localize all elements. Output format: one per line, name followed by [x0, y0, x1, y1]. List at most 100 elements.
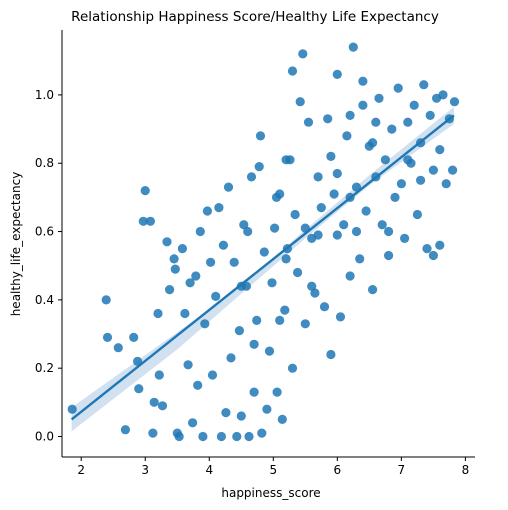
x-axis-label: happiness_score — [221, 486, 320, 500]
data-point — [165, 285, 175, 295]
data-point — [345, 271, 355, 281]
data-point — [422, 244, 432, 254]
data-point — [170, 264, 180, 274]
data-point — [293, 267, 303, 278]
data-point — [280, 305, 290, 315]
data-point — [313, 172, 323, 182]
y-tick-label: 0.0 — [35, 430, 54, 444]
y-tick-label: 0.2 — [35, 361, 54, 375]
data-point — [403, 155, 413, 165]
data-point — [441, 179, 451, 189]
data-point — [358, 100, 368, 110]
data-point — [387, 124, 397, 134]
data-point — [177, 244, 187, 254]
data-point — [188, 418, 198, 428]
x-tick-label: 5 — [269, 463, 277, 477]
data-point — [351, 226, 362, 237]
data-point — [438, 90, 448, 100]
regression-line — [70, 114, 455, 421]
data-point — [339, 220, 349, 230]
y-axis-label: healthy_life_expectancy — [9, 172, 23, 317]
data-point — [361, 206, 371, 216]
data-point — [246, 172, 257, 182]
data-point — [239, 220, 249, 230]
ci-band — [71, 106, 454, 432]
x-tick-label: 2 — [77, 463, 85, 477]
data-point — [216, 431, 226, 442]
data-point — [380, 155, 390, 165]
data-point — [272, 387, 282, 397]
data-point — [138, 216, 148, 226]
data-point — [390, 192, 400, 202]
data-point — [236, 411, 246, 421]
data-point — [129, 332, 139, 342]
data-point — [371, 117, 381, 127]
data-point — [180, 308, 190, 319]
data-point — [435, 145, 445, 155]
data-point — [232, 431, 242, 442]
data-point — [254, 162, 264, 172]
data-point — [183, 360, 193, 370]
data-point — [351, 182, 362, 192]
data-point — [148, 428, 158, 438]
data-point — [348, 42, 358, 52]
x-tick-label: 7 — [398, 463, 406, 477]
data-point — [255, 131, 266, 141]
data-point — [191, 271, 201, 281]
data-point — [202, 206, 212, 216]
data-point — [67, 404, 77, 414]
data-point — [393, 83, 403, 93]
data-point — [425, 110, 435, 120]
data-point — [262, 404, 272, 414]
data-point — [295, 97, 305, 107]
axes — [61, 30, 475, 458]
data-point — [214, 203, 224, 213]
data-point — [270, 223, 280, 233]
x-ticks: 2 3 4 5 6 7 8 — [77, 457, 469, 477]
data-point — [319, 302, 330, 312]
data-point — [287, 363, 298, 373]
data-point — [226, 353, 236, 363]
data-point — [200, 319, 210, 329]
data-point — [377, 220, 387, 230]
data-point — [252, 315, 262, 325]
data-point — [303, 117, 314, 127]
data-point — [185, 278, 195, 288]
y-tick-label: 0.6 — [35, 225, 54, 239]
data-point — [174, 431, 184, 442]
data-point — [326, 349, 336, 360]
data-point — [332, 69, 342, 79]
y-tick-label: 0.4 — [35, 293, 54, 307]
data-point — [134, 384, 144, 394]
data-point — [342, 131, 352, 141]
data-point — [335, 312, 346, 322]
data-point — [207, 370, 218, 380]
data-point — [358, 76, 368, 86]
data-point — [275, 315, 285, 325]
data-point — [313, 230, 323, 240]
data-point — [145, 216, 155, 226]
data-point — [332, 168, 342, 179]
data-point — [257, 428, 267, 438]
data-point — [345, 110, 355, 120]
y-tick-label: 1.0 — [35, 88, 54, 102]
confidence-band — [71, 106, 454, 432]
data-point — [221, 408, 231, 418]
data-point — [416, 175, 426, 185]
data-point — [412, 209, 422, 220]
data-point — [449, 97, 460, 107]
data-point — [229, 257, 239, 267]
data-point — [448, 165, 458, 175]
chart-title: Relationship Happiness Score/Healthy Lif… — [71, 9, 439, 25]
data-point — [368, 138, 378, 148]
x-tick-label: 3 — [141, 463, 149, 477]
data-point — [195, 226, 205, 237]
data-point — [243, 226, 253, 237]
data-point — [259, 247, 269, 257]
data-point — [400, 233, 410, 243]
regression-line-path — [70, 114, 455, 421]
data-point — [374, 93, 384, 103]
data-point — [102, 332, 113, 342]
data-point — [206, 257, 216, 267]
